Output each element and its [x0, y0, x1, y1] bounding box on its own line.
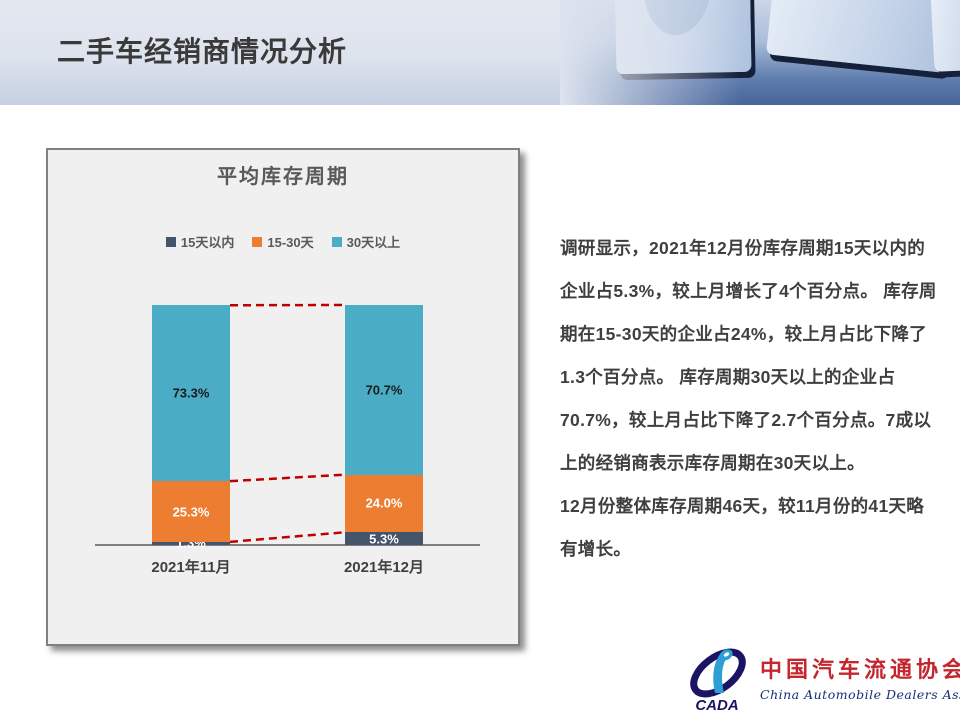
header-cubes-image [560, 0, 960, 105]
commentary-line: 1.3个百分点。 库存周期30天以上的企业占 [560, 367, 896, 387]
commentary-line: 企业占5.3%，较上月增长了4个百分点。 库存周 [560, 281, 937, 301]
x-axis-line [95, 544, 480, 546]
segment-value-label: 70.7% [365, 382, 403, 398]
bar-segment [345, 305, 423, 475]
cada-logo: CADA 中国汽车流通协会 China Automobile Dealers A… [684, 648, 960, 714]
legend-item: 30天以上 [331, 232, 401, 251]
bar-segment [345, 474, 423, 533]
chart-panel: 平均库存周期 15天以内 15-30天 30天以上 1.3% 25.3% 73.3% 5… [46, 148, 520, 646]
segment-value-label: 5.3% [369, 531, 399, 547]
page-title: 二手车经销商情况分析 [57, 36, 348, 67]
legend-label: 30天以上 [346, 235, 401, 250]
logo-chinese-name: 中国汽车流通协会 [760, 657, 960, 683]
segment-value-label: 73.3% [172, 385, 210, 401]
category-label-nov: 2021年11月 [151, 559, 231, 576]
segment-value-label: 24.0% [365, 495, 403, 511]
chart-legend: 15天以内 15-30天 30天以上 [48, 232, 518, 251]
bar-2021-11: 1.3% 25.3% 73.3% [152, 305, 230, 551]
segment-value-label: 25.3% [172, 504, 210, 520]
bar-segment [152, 305, 230, 482]
chart-title: 平均库存周期 [217, 166, 349, 188]
legend-swatch-icon [165, 236, 176, 247]
commentary-line: 上的经销商表示库存周期在30天以上。 [560, 453, 865, 473]
commentary-line: 期在15-30天的企业占24%，较上月占比下降了 [560, 324, 927, 344]
legend-swatch-icon [252, 236, 263, 247]
commentary-line: 70.7%，较上月占比下降了2.7个百分点。7成以 [560, 410, 932, 430]
legend-label: 15天以内 [180, 235, 235, 250]
cada-emblem-icon: CADA [690, 648, 746, 714]
bar-segment [152, 541, 230, 545]
legend-label: 15-30天 [267, 235, 314, 250]
legend-item: 15天以内 [165, 232, 235, 251]
commentary-text: 调研显示，2021年12月份库存周期15天以内的 企业占5.3%，较上月增长了4个… [560, 226, 958, 570]
svg-text:CADA: CADA [695, 697, 738, 714]
logo-english-name: China Automobile Dealers Association [760, 687, 960, 702]
commentary-line: 有增长。 [560, 539, 632, 559]
bar-2021-12: 5.3% 24.0% 70.7% [345, 305, 423, 547]
category-label-dec: 2021年12月 [343, 559, 425, 576]
legend-swatch-icon [331, 236, 342, 247]
commentary-line: 12月份整体库存周期46天，较11月份的41天略 [560, 496, 925, 516]
bar-segment [345, 532, 423, 545]
cube-graphic [929, 0, 960, 72]
commentary-line: 调研显示，2021年12月份库存周期15天以内的 [560, 238, 926, 258]
bar-segment [152, 481, 230, 542]
legend-item: 15-30天 [252, 232, 314, 251]
header-band: 二手车经销商情况分析 [0, 0, 960, 105]
